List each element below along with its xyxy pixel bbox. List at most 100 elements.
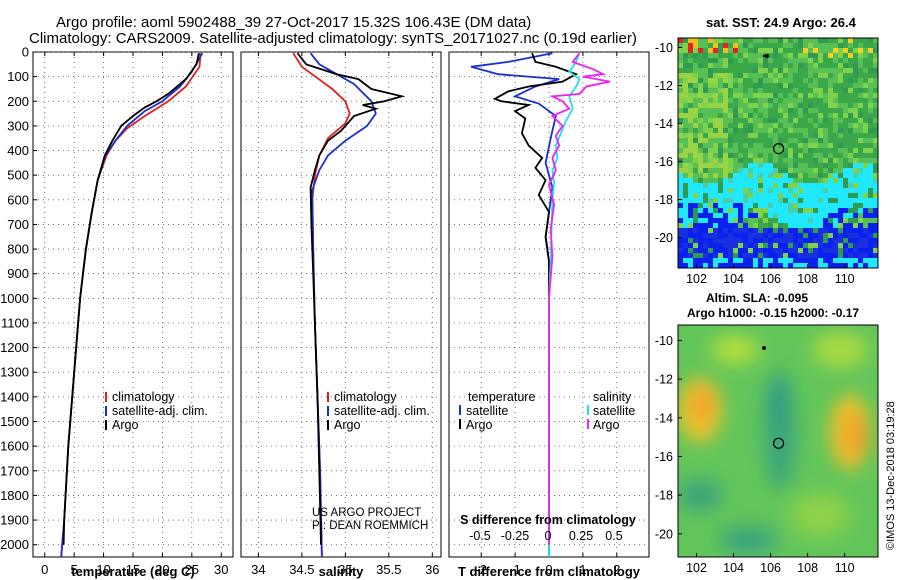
- sst-cell: [728, 48, 733, 53]
- sst-cell: [738, 108, 743, 113]
- sst-cell: [733, 68, 738, 73]
- sst-cell: [743, 73, 748, 78]
- sst-cell: [848, 138, 853, 143]
- sst-cell: [858, 58, 863, 63]
- y-tick-label: 0: [22, 45, 29, 60]
- sst-cell: [708, 203, 713, 208]
- argo-location-marker-2: [772, 437, 785, 449]
- sst-cell: [818, 193, 823, 198]
- sst-cell: [788, 248, 793, 253]
- sst-cell: [728, 98, 733, 103]
- sst-cell: [708, 223, 713, 228]
- sst-cell: [753, 43, 758, 48]
- y-tick-label: 1300: [0, 365, 29, 380]
- sst-cell: [708, 103, 713, 108]
- sst-cell: [833, 208, 838, 213]
- sst-cell: [813, 248, 818, 253]
- sst-cell: [688, 73, 693, 78]
- sst-cell: [723, 68, 728, 73]
- sst-cell: [873, 133, 878, 138]
- x-tick-label: 102: [686, 272, 707, 286]
- sst-cell: [708, 48, 713, 53]
- sst-cell: [828, 193, 833, 198]
- sst-cell: [798, 93, 803, 98]
- sst-cell: [753, 153, 758, 158]
- sst-cell: [703, 123, 708, 128]
- sst-cell: [708, 113, 713, 118]
- sst-cell: [738, 78, 743, 83]
- sst-cell: [733, 243, 738, 248]
- sst-cell: [723, 98, 728, 103]
- pi-label: PI: DEAN ROEMMICH: [312, 520, 428, 532]
- sst-cell: [783, 73, 788, 78]
- sst-cell: [818, 263, 823, 268]
- sst-cell: [853, 208, 858, 213]
- sst-cell: [693, 198, 698, 203]
- sst-cell: [868, 38, 873, 43]
- sst-cell: [858, 228, 863, 233]
- sst-cell: [748, 193, 753, 198]
- sst-cell: [773, 243, 778, 248]
- sst-cell: [873, 138, 878, 143]
- sst-cell: [753, 263, 758, 268]
- sst-cell: [758, 173, 763, 178]
- sst-cell: [798, 218, 803, 223]
- sst-cell: [743, 223, 748, 228]
- sst-cell: [703, 38, 708, 43]
- sst-cell: [713, 98, 718, 103]
- sst-cell: [773, 48, 778, 53]
- sst-cell: [733, 198, 738, 203]
- sst-cell: [843, 38, 848, 43]
- sst-cell: [748, 213, 753, 218]
- sst-cell: [838, 203, 843, 208]
- sst-cell: [843, 113, 848, 118]
- sst-cell: [788, 38, 793, 43]
- sst-cell: [703, 258, 708, 263]
- sst-cell: [768, 118, 773, 123]
- sst-cell: [838, 83, 843, 88]
- sst-cell: [828, 213, 833, 218]
- sst-cell: [723, 253, 728, 258]
- sst-cell: [863, 138, 868, 143]
- sst-cell: [758, 128, 763, 133]
- sst-cell: [703, 83, 708, 88]
- sst-cell: [768, 163, 773, 168]
- sst-cell: [838, 248, 843, 253]
- sst-cell: [808, 263, 813, 268]
- sst-cell: [703, 183, 708, 188]
- sst-cell: [873, 63, 878, 68]
- sst-cell: [868, 143, 873, 148]
- sst-cell: [843, 78, 848, 83]
- sst-cell: [848, 263, 853, 268]
- sst-cell: [703, 193, 708, 198]
- sst-cell: [753, 193, 758, 198]
- sst-cell: [848, 183, 853, 188]
- sst-cell: [693, 108, 698, 113]
- sst-cell: [868, 263, 873, 268]
- sst-cell: [723, 103, 728, 108]
- sst-cell: [843, 88, 848, 93]
- sst-cell: [743, 198, 748, 203]
- sst-cell: [873, 58, 878, 63]
- sst-cell: [728, 228, 733, 233]
- sst-cell: [693, 43, 698, 48]
- sst-cell: [778, 103, 783, 108]
- sst-cell: [698, 103, 703, 108]
- sst-cell: [698, 193, 703, 198]
- sla-map-subtitle: Argo h1000: -0.15 h2000: -0.17: [687, 306, 859, 320]
- sst-cell: [728, 128, 733, 133]
- sst-cell: [743, 108, 748, 113]
- sst-cell: [788, 148, 793, 153]
- sst-cell: [698, 173, 703, 178]
- sst-cell: [798, 138, 803, 143]
- sst-cell: [768, 53, 773, 58]
- sst-cell: [713, 218, 718, 223]
- sst-cell: [813, 83, 818, 88]
- sst-cell: [753, 48, 758, 53]
- sst-cell: [808, 113, 813, 118]
- sst-cell: [863, 83, 868, 88]
- sst-cell: [753, 208, 758, 213]
- sst-cell: [798, 188, 803, 193]
- sst-cell: [838, 148, 843, 153]
